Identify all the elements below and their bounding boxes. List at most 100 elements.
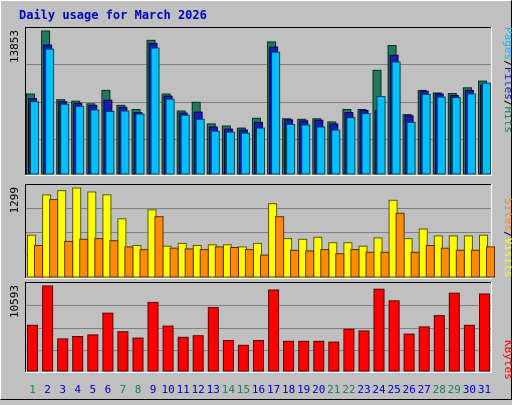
x-tick-label: 29 — [448, 383, 461, 396]
bar-pages — [331, 129, 341, 175]
bar-visits — [102, 194, 112, 278]
legend-text: Pages/Files/Hits — [502, 27, 512, 133]
y-max-label: 10593 — [8, 285, 21, 318]
bar-sites — [124, 246, 134, 278]
bar-kbytes — [343, 328, 355, 372]
bar-sites — [229, 247, 239, 278]
legend-hits: Hits — [502, 107, 512, 134]
x-tick-label: 1 — [29, 383, 36, 396]
bar-sites — [260, 254, 269, 278]
bar-pages — [210, 130, 220, 175]
bar-kbytes — [102, 312, 114, 372]
bar-pages — [436, 96, 446, 175]
bar-sites — [305, 250, 315, 278]
bar-sites — [350, 249, 360, 278]
bar-kbytes — [117, 331, 129, 372]
legend-separator: / — [502, 231, 512, 238]
bar-kbytes — [27, 324, 38, 372]
bar-pages — [406, 121, 416, 175]
bar-sites — [486, 246, 495, 278]
legend-text: KBytes — [502, 340, 512, 380]
bar-pages — [482, 82, 491, 175]
bar-sites — [244, 249, 254, 278]
x-tick-label: 16 — [252, 383, 265, 396]
x-tick-label: 26 — [402, 383, 415, 396]
x-tick-label: 11 — [177, 383, 190, 396]
bar-sites — [199, 249, 209, 278]
bar-pages — [135, 113, 145, 175]
x-tick-label: 31 — [478, 383, 491, 396]
bar-kbytes — [433, 315, 445, 372]
x-tick-label: 13 — [207, 383, 220, 396]
bar-pages — [346, 117, 356, 175]
x-tick-label: 20 — [312, 383, 325, 396]
x-tick-label: 8 — [135, 383, 142, 396]
bar-pages — [361, 113, 371, 175]
bar-sites — [214, 246, 224, 278]
bar-kbytes — [418, 326, 430, 372]
bar-pages — [180, 114, 190, 175]
bar-pages — [466, 93, 476, 175]
x-tick-label: 28 — [433, 383, 446, 396]
bar-kbytes — [87, 334, 99, 372]
bar-kbytes — [72, 336, 84, 372]
series-sites — [34, 199, 495, 278]
legend-separator: / — [502, 100, 512, 107]
bar-sites — [109, 240, 119, 278]
legend-pages: Pages — [502, 27, 512, 60]
x-tick-label: 30 — [463, 383, 476, 396]
bar-sites — [94, 238, 104, 278]
legend-separator: / — [502, 60, 512, 67]
bar-kbytes — [358, 330, 370, 372]
legend-files: Files — [502, 67, 512, 100]
bar-sites — [440, 247, 450, 278]
legend-kbytes: KBytes — [502, 340, 512, 380]
bar-sites — [139, 249, 149, 278]
bar-pages — [286, 124, 296, 175]
bar-kbytes — [57, 338, 69, 372]
series-visits — [27, 187, 488, 278]
bar-sites — [79, 238, 89, 278]
bar-sites — [49, 199, 59, 278]
x-tick-label: 14 — [222, 383, 236, 396]
bar-kbytes — [222, 340, 234, 372]
x-tick-label: 5 — [89, 383, 96, 396]
bar-kbytes — [283, 340, 295, 372]
bar-kbytes — [177, 336, 189, 372]
bar-pages — [376, 96, 386, 175]
legend-sites: Sites — [502, 198, 512, 231]
bar-kbytes — [403, 333, 415, 372]
bar-sites — [275, 216, 285, 278]
bar-kbytes — [268, 289, 280, 372]
bar-sites — [169, 247, 179, 278]
bar-kbytes — [479, 293, 490, 372]
x-tick-label: 15 — [237, 383, 250, 396]
bar-kbytes — [313, 340, 325, 372]
x-tick-label: 19 — [297, 383, 310, 396]
x-tick-label: 2 — [44, 383, 51, 396]
bar-sites — [34, 245, 43, 278]
x-tick-label: 6 — [105, 383, 112, 396]
bar-sites — [154, 216, 164, 278]
bar-pages — [165, 98, 175, 175]
chart-panels: 13853 1299 10593 — [8, 27, 495, 373]
bar-pages — [75, 105, 85, 175]
y-max-label: 1299 — [8, 187, 21, 214]
bar-pages — [30, 101, 39, 175]
bar-kbytes — [298, 340, 310, 372]
bar-sites — [380, 251, 390, 278]
panel-visits-sites: 1299 — [8, 184, 495, 279]
bar-kbytes — [448, 292, 460, 372]
bar-sites — [184, 248, 194, 278]
x-tick-label: 24 — [372, 383, 386, 396]
bar-visits — [87, 191, 97, 278]
x-tick-label: 7 — [120, 383, 127, 396]
bar-kbytes — [207, 307, 219, 372]
bar-pages — [316, 126, 326, 175]
x-tick-label: 17 — [267, 383, 280, 396]
x-tick-label: 21 — [327, 383, 340, 396]
bar-kbytes — [192, 335, 204, 372]
x-axis-labels: 1 2 3 4 5 6 7 8 9 10 11 12 13 14 15 16 17 18 19 20 21 22 23 24 2… — [29, 383, 491, 396]
